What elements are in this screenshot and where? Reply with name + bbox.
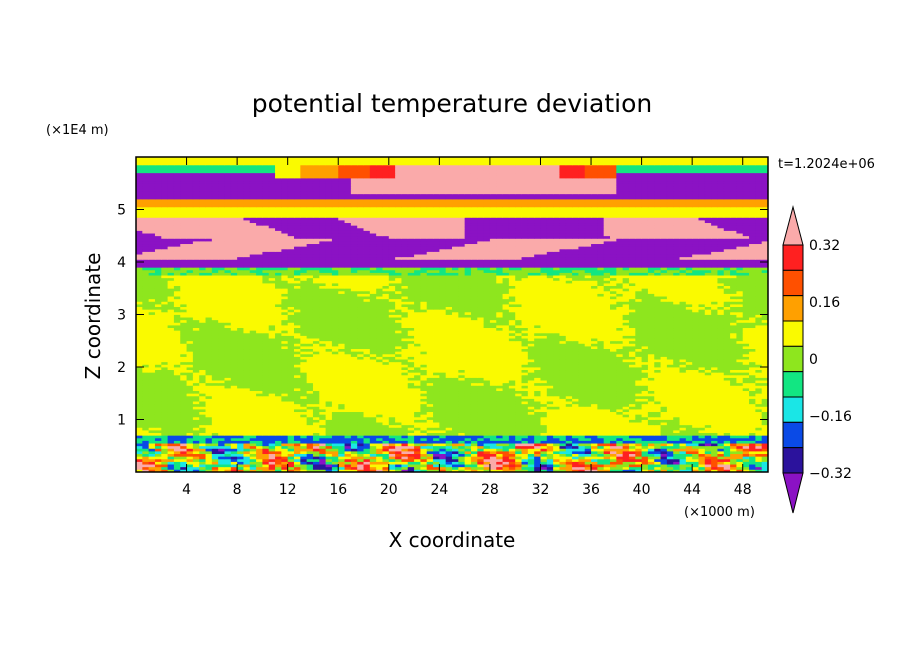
colorbar-tick-label: −0.32 xyxy=(809,466,852,482)
x-axis-label: X coordinate xyxy=(389,528,516,552)
colorbar-box xyxy=(782,371,804,398)
y-tick-label: 4 xyxy=(117,255,126,271)
x-tick-label: 8 xyxy=(233,482,242,498)
colorbar-box xyxy=(782,345,804,373)
colorbar-box xyxy=(782,320,804,347)
x-tick-label: 44 xyxy=(683,482,701,498)
colorbar-box xyxy=(782,295,804,322)
x-tick-label: 36 xyxy=(582,482,600,498)
x-tick-label: 4 xyxy=(182,482,191,498)
y-tick-label: 3 xyxy=(117,308,126,324)
time-label: t=1.2024e+06 xyxy=(778,157,875,172)
colorbar-box xyxy=(782,269,804,297)
colorbar-tick-label: 0.16 xyxy=(809,295,840,311)
x-unit-label: (×1000 m) xyxy=(684,505,755,520)
x-tick-label: 32 xyxy=(532,482,550,498)
y-tick-label: 5 xyxy=(117,203,126,219)
x-tick-label: 20 xyxy=(380,482,398,498)
y-axis: 1 2 3 4 5 xyxy=(117,203,768,429)
x-tick-label: 48 xyxy=(734,482,752,498)
colorbar-box xyxy=(782,396,804,423)
colorbar-tick-label: 0 xyxy=(809,352,818,368)
colorbar-box xyxy=(782,244,804,271)
x-tick-label: 40 xyxy=(633,482,651,498)
chart-title: potential temperature deviation xyxy=(252,89,652,118)
x-tick-label: 16 xyxy=(329,482,347,498)
colorbar-box xyxy=(782,421,804,449)
colorbar-min-arrow xyxy=(782,472,804,514)
colorbar: 0.32 0.16 0 −0.16 −0.32 xyxy=(782,205,852,514)
x-tick-label: 28 xyxy=(481,482,499,498)
colorbar-tick-label: −0.16 xyxy=(809,409,852,425)
colorbar-box xyxy=(782,447,804,474)
colorbar-max-arrow xyxy=(782,205,804,246)
x-axis: 4 8 12 16 20 24 28 32 36 40 44 48 xyxy=(182,157,752,498)
x-tick-label: 24 xyxy=(430,482,448,498)
x-tick-label: 12 xyxy=(279,482,297,498)
y-axis-label: Z coordinate xyxy=(81,253,105,380)
y-unit-label: (×1E4 m) xyxy=(46,123,109,138)
y-tick-label: 2 xyxy=(117,360,126,376)
colorbar-tick-label: 0.32 xyxy=(809,238,840,254)
contour-field xyxy=(136,157,768,472)
y-tick-label: 1 xyxy=(117,413,126,429)
